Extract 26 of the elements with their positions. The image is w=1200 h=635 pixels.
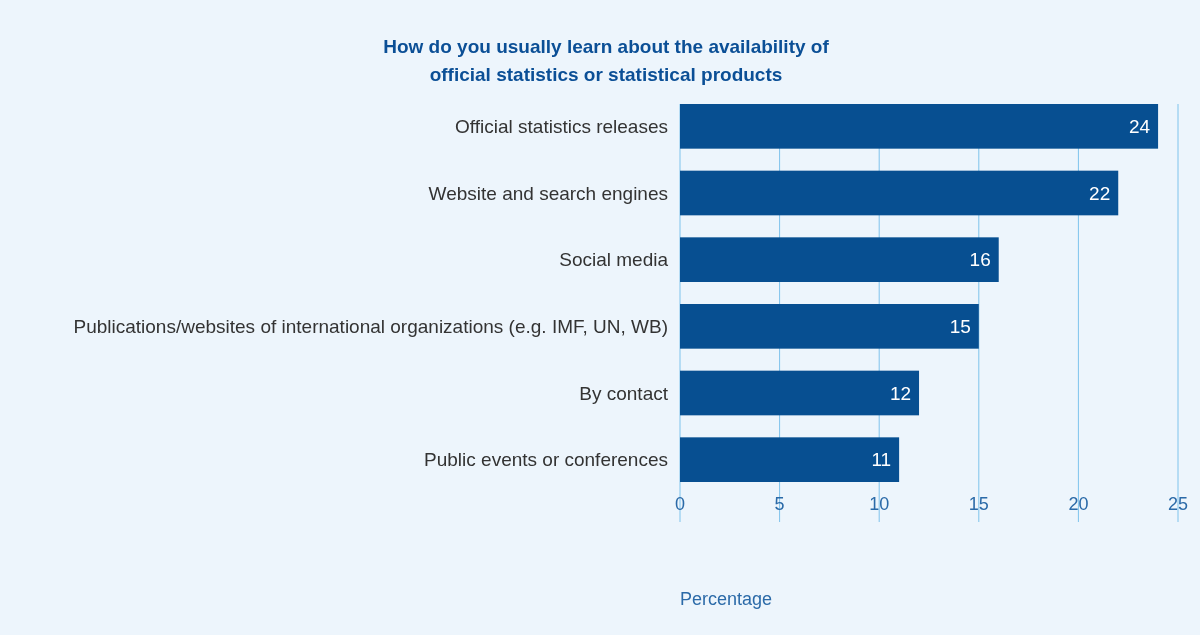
bar — [680, 304, 979, 349]
bar — [680, 437, 900, 482]
data-label: 11 — [871, 449, 892, 471]
x-tick-label: 5 — [774, 494, 785, 514]
x-tick-label: 0 — [674, 494, 686, 514]
bar — [680, 370, 920, 416]
y-tick-label: By contact — [579, 382, 669, 404]
x-tick-label: 25 — [1167, 494, 1189, 514]
bar — [680, 104, 1159, 149]
y-tick-label: Publications/websites of international organizations (e.g. IMF, UN, WB) — [73, 315, 668, 337]
y-tick-label: Public events or conferences — [424, 449, 668, 471]
data-label: 16 — [969, 249, 991, 271]
y-tick-label: Website and search engines — [428, 182, 668, 204]
data-label: 24 — [1128, 115, 1151, 137]
bar — [680, 237, 999, 282]
x-tick-label: 20 — [1068, 494, 1089, 514]
x-tick-label: 10 — [869, 494, 890, 514]
chart-title: How do you usually learn about the availability of official statistics or statistical products — [383, 36, 830, 85]
data-label: 12 — [889, 382, 912, 404]
data-label: 22 — [1089, 182, 1111, 204]
bar — [680, 170, 1119, 216]
y-tick-label: Social media — [559, 249, 669, 271]
data-label: 15 — [949, 315, 971, 337]
x-tick-label: 15 — [968, 494, 989, 514]
x-axis-title: Percentage — [680, 589, 773, 609]
y-tick-label: Official statistics releases — [455, 115, 668, 137]
